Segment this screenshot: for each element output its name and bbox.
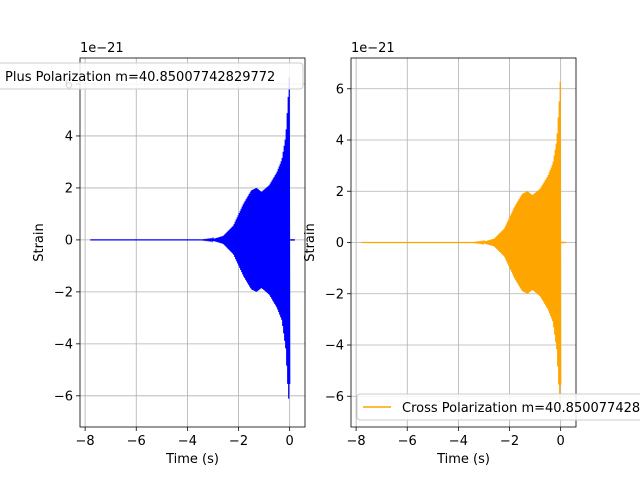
chart-panel-2: −8 −6 −4 −2 0 −6 −4 −2 0 2 4 6 1e−21 Time (s) Strain — [303, 41, 577, 467]
x-tick-label: 0 — [286, 434, 294, 449]
x-tick-label: −6 — [398, 434, 417, 449]
x-tick-label: −8 — [347, 434, 366, 449]
x-axis-label: Time (s) — [436, 452, 490, 467]
x-tick-label: −8 — [76, 434, 95, 449]
y-tick-label: 2 — [65, 181, 73, 196]
x-axis-label: Time (s) — [165, 452, 219, 467]
legend-label: Cross Polarization m=40.85007742829772 — [402, 401, 640, 416]
y-tick-label: −6 — [54, 389, 73, 404]
y-axis-label: Strain — [303, 223, 318, 262]
y-scale-label: 1e−21 — [80, 41, 124, 56]
y-tick-label: 4 — [65, 129, 73, 144]
legend-cross-polarization: Cross Polarization m=40.85007742829772 — [356, 393, 640, 421]
y-tick-label: −2 — [54, 285, 73, 300]
x-tick-label: −6 — [127, 434, 146, 449]
y-tick-label: 0 — [336, 236, 344, 251]
legend-label: Plus Polarization m=40.85007742829772 — [5, 70, 275, 85]
x-tick-label: −2 — [500, 434, 519, 449]
y-scale-label: 1e−21 — [351, 41, 395, 56]
y-tick-label: −6 — [325, 390, 344, 405]
x-tick-label: −4 — [178, 434, 197, 449]
y-tick-label: 6 — [336, 82, 344, 97]
y-tick-label: 4 — [336, 134, 344, 149]
x-tick-label: −2 — [229, 434, 248, 449]
y-tick-label: −2 — [325, 287, 344, 302]
axes-frame — [79, 57, 306, 428]
legend-plus-polarization: Plus Polarization m=40.85007742829772 — [0, 62, 304, 90]
y-axis-label: Strain — [32, 223, 47, 262]
x-tick-label: −4 — [449, 434, 468, 449]
series-line-1 — [90, 77, 291, 399]
y-tick-label: 0 — [65, 233, 73, 248]
legend-box — [356, 393, 640, 421]
y-tick-label: −4 — [325, 339, 344, 354]
y-tick-label: −4 — [54, 337, 73, 352]
series-line-1 — [361, 82, 562, 400]
legend-box — [0, 62, 304, 90]
y-tick-label: 2 — [336, 185, 344, 200]
x-tick-label: 0 — [557, 434, 565, 449]
